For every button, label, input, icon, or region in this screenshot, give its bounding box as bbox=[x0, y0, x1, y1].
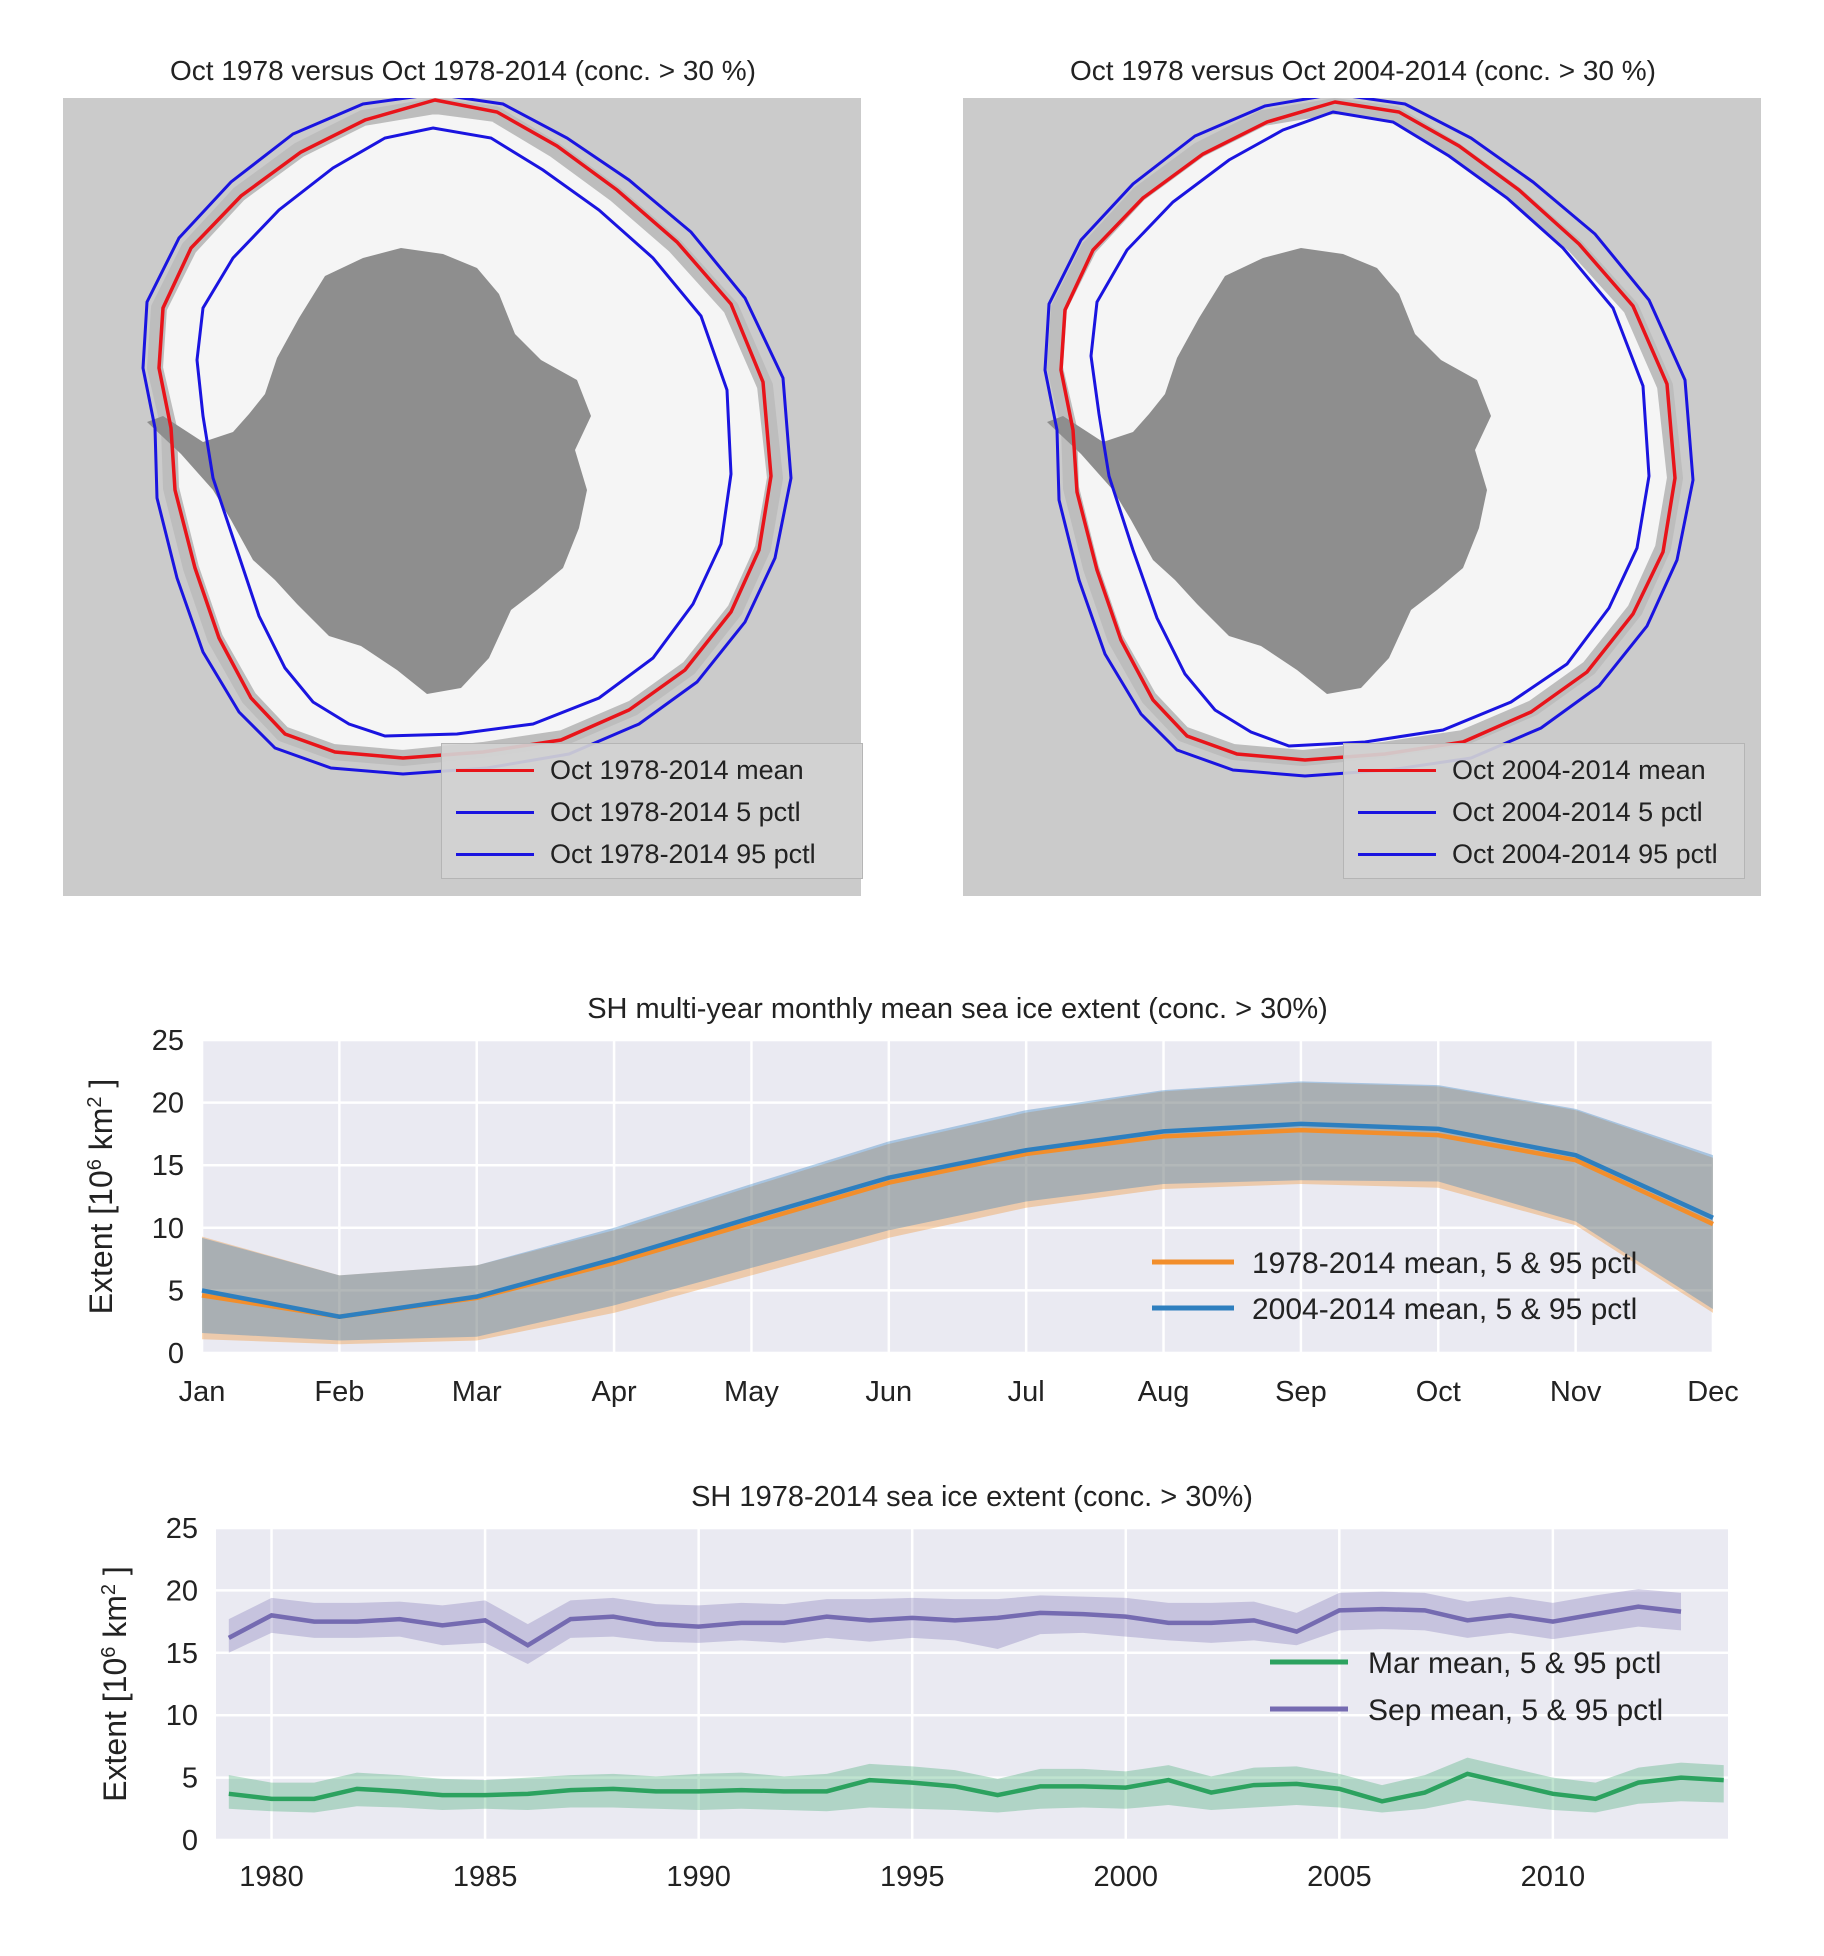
chart1-title: SH multi-year monthly mean sea ice exten… bbox=[587, 993, 1328, 1025]
chart1-mean-line-1 bbox=[201, 1121, 1714, 1319]
legend-swatch-mean bbox=[456, 768, 534, 772]
map-left-legend: Oct 1978-2014 mean Oct 1978-2014 5 pctl … bbox=[441, 743, 863, 879]
ylabel-part: 6 bbox=[84, 1159, 106, 1170]
chart2-ylabel-text: Extent [106 km2 ] bbox=[97, 1566, 133, 1802]
map-left-title: Oct 1978 versus Oct 1978-2014 (conc. > 3… bbox=[170, 55, 756, 86]
chart1-ytick-label: 25 bbox=[152, 1025, 184, 1057]
legend-label: Oct 2004-2014 mean bbox=[1452, 754, 1706, 785]
chart1-ytick-label: 15 bbox=[152, 1150, 184, 1182]
legend-item: Oct 2004-2014 5 pctl bbox=[1344, 792, 1744, 832]
legend-item: Oct 1978-2014 95 pctl bbox=[442, 834, 862, 874]
ylabel-part: 2 bbox=[98, 1584, 120, 1595]
legend-label: Oct 1978-2014 95 pctl bbox=[550, 838, 816, 869]
chart1-xtick-label: Nov bbox=[1550, 1376, 1602, 1408]
chart1-xtick-label: Jun bbox=[865, 1376, 912, 1408]
chart2-legend-label: Mar mean, 5 & 95 pctl bbox=[1368, 1647, 1661, 1680]
map-right-svg bbox=[1043, 98, 1695, 778]
legend-label: Oct 2004-2014 95 pctl bbox=[1452, 838, 1718, 869]
inner-5pctl-line bbox=[1089, 110, 1651, 748]
inner-5pctl-line bbox=[195, 126, 733, 738]
ylabel-part: ] bbox=[97, 1566, 133, 1584]
chart1-xtick-label: Jul bbox=[1008, 1376, 1045, 1408]
chart2-ytick-label: 15 bbox=[166, 1638, 198, 1670]
chart1-ytick-label: 20 bbox=[152, 1088, 184, 1120]
ylabel-part: Extent [10 bbox=[97, 1658, 133, 1802]
ylabel-part: km bbox=[83, 1108, 119, 1160]
chart1-legend-label: 1978-2014 mean, 5 & 95 pctl bbox=[1252, 1247, 1637, 1280]
chart1-ytick-label: 10 bbox=[152, 1213, 184, 1245]
legend-swatch-5pctl bbox=[456, 810, 534, 814]
chart1-ylabel: Extent [106 km2 ] bbox=[83, 1079, 119, 1315]
chart2-xtick-label: 1990 bbox=[666, 1861, 731, 1893]
chart1-band-0 bbox=[202, 1082, 1713, 1345]
chart2-xtick-label: 2000 bbox=[1094, 1861, 1159, 1893]
chart1-xtick-label: Oct bbox=[1416, 1376, 1461, 1408]
chart2-band-0 bbox=[228, 1757, 1724, 1813]
chart1-xtick-label: Dec bbox=[1687, 1376, 1739, 1408]
chart1-xtick-label: Mar bbox=[452, 1376, 502, 1408]
chart2-ytick-label: 20 bbox=[166, 1575, 198, 1607]
chart2-xtick-label: 1985 bbox=[453, 1861, 518, 1893]
map-right-title: Oct 1978 versus Oct 2004-2014 (conc. > 3… bbox=[1070, 55, 1656, 86]
legend-item: Oct 1978-2014 5 pctl bbox=[442, 792, 862, 832]
chart1-xtick-label: May bbox=[724, 1376, 779, 1408]
mean-line bbox=[1059, 100, 1677, 762]
outer-95pctl-line bbox=[141, 98, 793, 776]
chart2-xtick-label: 1995 bbox=[880, 1861, 945, 1893]
chart1-band-1 bbox=[202, 1081, 1713, 1341]
chart2-mean-line-1 bbox=[227, 1604, 1682, 1648]
chart2-ytick-label: 25 bbox=[166, 1513, 198, 1545]
chart1-xtick-label: Sep bbox=[1275, 1376, 1327, 1408]
chart2-mean-line-0 bbox=[228, 1771, 1724, 1804]
chart2-ytick-label: 5 bbox=[182, 1763, 198, 1795]
chart1-xtick-label: Apr bbox=[592, 1376, 637, 1408]
legend-swatch-mean bbox=[1358, 768, 1436, 772]
chart1-ytick-label: 0 bbox=[168, 1338, 184, 1370]
legend-swatch-95pctl bbox=[456, 852, 534, 856]
chart2-legend-label: Sep mean, 5 & 95 pctl bbox=[1368, 1694, 1663, 1727]
legend-label: Oct 1978-2014 5 pctl bbox=[550, 796, 801, 827]
chart2-ylabel: Extent [106 km2 ] bbox=[97, 1566, 133, 1802]
ylabel-part: Extent [10 bbox=[83, 1170, 119, 1314]
ylabel-part: 6 bbox=[98, 1647, 120, 1658]
chart1-xtick-label: Jan bbox=[179, 1376, 226, 1408]
legend-item: Oct 2004-2014 95 pctl bbox=[1344, 834, 1744, 874]
chart2-ytick-label: 0 bbox=[182, 1825, 198, 1857]
chart2-ytick-label: 10 bbox=[166, 1700, 198, 1732]
mean-line bbox=[157, 98, 773, 760]
chart1-group: 0 5 10 15 20 25 Jan Feb Mar Apr May Jun Jul Aug Sep Oct… bbox=[152, 993, 1739, 1408]
legend-swatch-5pctl bbox=[1358, 810, 1436, 814]
chart1-xtick-label: Aug bbox=[1138, 1376, 1190, 1408]
chart2-title: SH 1978-2014 sea ice extent (conc. > 30%… bbox=[691, 1481, 1253, 1513]
legend-label: Oct 1978-2014 mean bbox=[550, 754, 804, 785]
legend-swatch-95pctl bbox=[1358, 852, 1436, 856]
chart2-band-1 bbox=[228, 1589, 1682, 1665]
legend-item: Oct 1978-2014 mean bbox=[442, 750, 862, 790]
map-left-svg bbox=[141, 98, 793, 776]
outer-95pctl-line bbox=[1043, 98, 1695, 778]
chart1-ytick-label: 5 bbox=[168, 1275, 184, 1307]
antarctica-land bbox=[1047, 248, 1491, 694]
ylabel-part: 2 bbox=[84, 1096, 106, 1107]
chart2-group: 0 5 10 15 20 25 1980 1985 1990 1995 2000 2005 2010 SH… bbox=[166, 1481, 1728, 1893]
chart2-xtick-label: 1980 bbox=[239, 1861, 304, 1893]
legend-item: Oct 2004-2014 mean bbox=[1344, 750, 1744, 790]
ylabel-part: ] bbox=[83, 1079, 119, 1097]
chart2-xtick-label: 2010 bbox=[1521, 1861, 1586, 1893]
map-right-legend: Oct 2004-2014 mean Oct 2004-2014 5 pctl … bbox=[1343, 743, 1745, 879]
chart1-legend-label: 2004-2014 mean, 5 & 95 pctl bbox=[1252, 1293, 1637, 1326]
antarctica-land bbox=[147, 248, 591, 694]
legend-label: Oct 2004-2014 5 pctl bbox=[1452, 796, 1703, 827]
ylabel-part: km bbox=[97, 1595, 133, 1647]
chart2-xtick-label: 2005 bbox=[1307, 1861, 1372, 1893]
chart1-ylabel-text: Extent [106 km2 ] bbox=[83, 1079, 119, 1315]
chart1-xtick-label: Feb bbox=[314, 1376, 364, 1408]
